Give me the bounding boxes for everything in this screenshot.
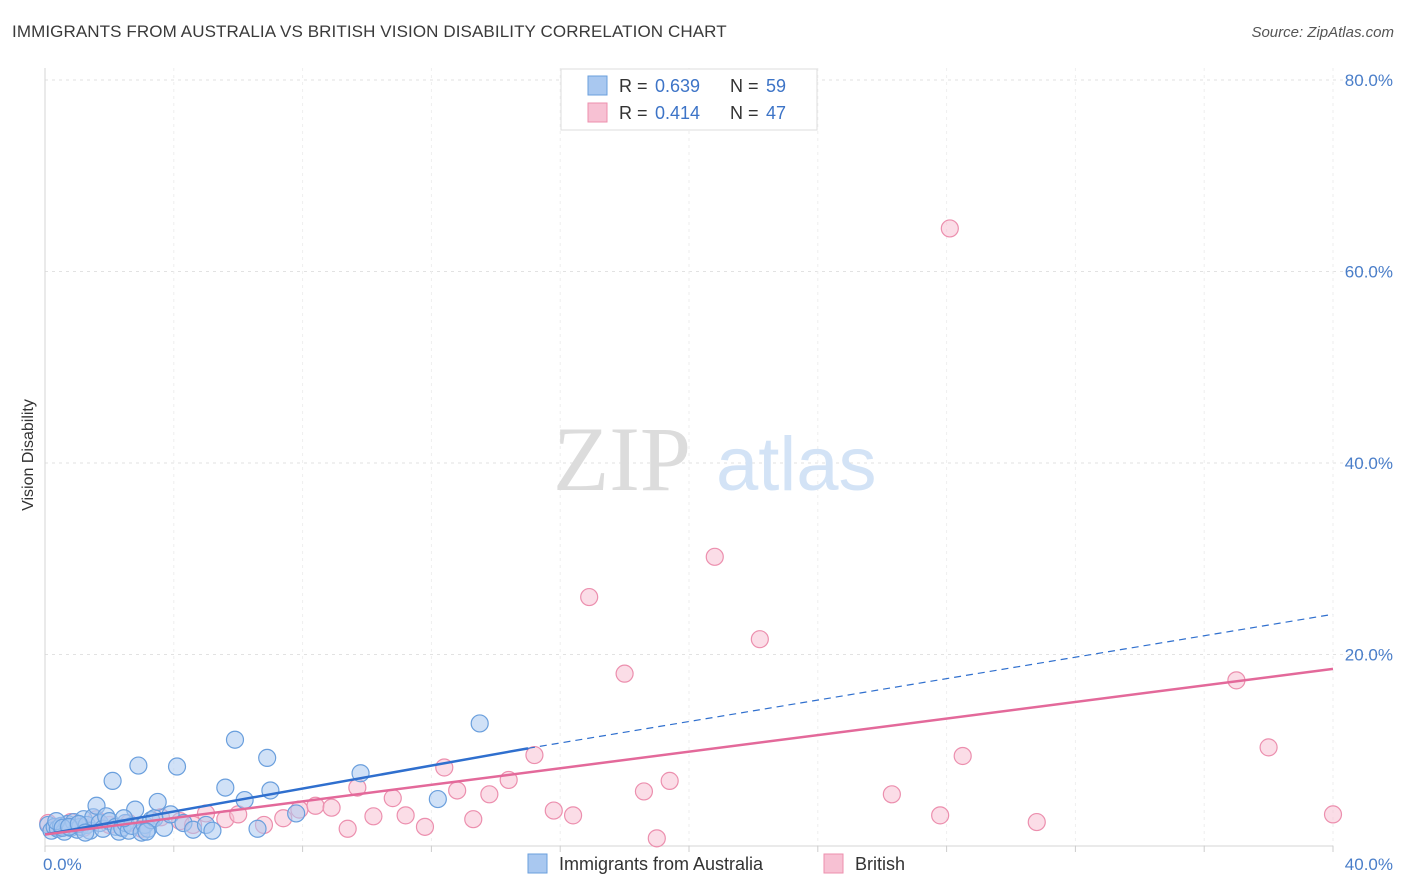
legend-swatch-australia (527, 853, 548, 874)
australia-point (129, 756, 148, 775)
australia-point (148, 792, 167, 812)
australia-point (216, 778, 235, 797)
british-point (580, 587, 599, 607)
british-point (364, 807, 383, 826)
stats-legend-n-value-australia: 59 (766, 76, 786, 96)
british-point (953, 746, 972, 766)
british-point (1027, 812, 1046, 832)
australia-point (203, 821, 222, 840)
british-point (882, 785, 901, 804)
y-tick-label: 60.0% (1345, 263, 1393, 282)
trend-lines (44, 613, 1334, 836)
british-point (383, 789, 402, 808)
british-point (415, 817, 435, 836)
legend-swatch-british (823, 853, 844, 874)
british-point (660, 771, 679, 790)
british-point (563, 806, 583, 825)
british-point (322, 798, 341, 817)
watermark-atlas: atlas (716, 422, 877, 507)
y-tick-labels: 20.0% 40.0% 60.0% 80.0% (1345, 71, 1393, 665)
australia-point (167, 757, 187, 776)
british-point (480, 785, 499, 804)
stats-legend-r-value-australia: 0.639 (655, 76, 700, 96)
australia-point (287, 804, 306, 823)
british-point (525, 745, 544, 765)
legend-label-british: British (855, 854, 905, 874)
australia-trend-extension (527, 613, 1334, 749)
british-point (1259, 738, 1278, 757)
british-points (39, 219, 1343, 848)
british-point (705, 547, 724, 566)
stats-legend: R = 0.639 N = 59 R = 0.414 N = 47 (560, 68, 818, 131)
british-point (940, 219, 959, 238)
stats-legend-swatch-british (587, 102, 608, 123)
y-tick-label: 20.0% (1345, 646, 1393, 665)
y-axis-label: Vision Disability (20, 399, 37, 511)
british-point (750, 630, 769, 649)
stats-legend-n-value-british: 47 (766, 103, 786, 123)
stats-legend-r-label-british: R = (619, 103, 653, 123)
stats-legend-r-value-british: 0.414 (655, 103, 700, 123)
british-point (647, 829, 666, 848)
x-tick-label-max: 40.0% (1345, 855, 1393, 874)
british-point (615, 664, 634, 683)
british-point (396, 806, 415, 825)
watermark-zip: ZIP (553, 408, 691, 510)
british-trend-line (44, 667, 1334, 836)
stats-legend-r-label-australia: R = (619, 76, 653, 96)
series-legend: Immigrants from Australia British (527, 853, 905, 874)
australia-trend-line (44, 747, 529, 836)
british-point (931, 806, 950, 825)
british-point (544, 801, 563, 820)
x-axis-ticks (44, 846, 1334, 852)
british-point (634, 782, 654, 801)
australia-point (103, 771, 122, 790)
australia-point (470, 714, 489, 733)
australia-point (137, 822, 156, 841)
australia-point (428, 789, 447, 809)
y-tick-label: 40.0% (1345, 454, 1393, 473)
british-point (464, 810, 483, 829)
x-tick-label-min: 0.0% (43, 855, 82, 874)
australia-point (225, 730, 245, 749)
stats-legend-n-label-british: N = (730, 103, 764, 123)
stats-legend-n-label-australia: N = (730, 76, 764, 96)
y-tick-label: 80.0% (1345, 71, 1393, 90)
stats-legend-swatch-australia (587, 75, 608, 96)
source-label: Source: ZipAtlas.com (1251, 24, 1394, 41)
gridlines (45, 68, 1392, 846)
british-point (1323, 805, 1343, 824)
british-point (338, 819, 357, 838)
australia-point (248, 819, 267, 838)
british-point (448, 781, 467, 800)
chart-title: IMMIGRANTS FROM AUSTRALIA VS BRITISH VIS… (12, 22, 727, 41)
australia-point (258, 748, 277, 768)
legend-label-australia: Immigrants from Australia (559, 854, 764, 874)
